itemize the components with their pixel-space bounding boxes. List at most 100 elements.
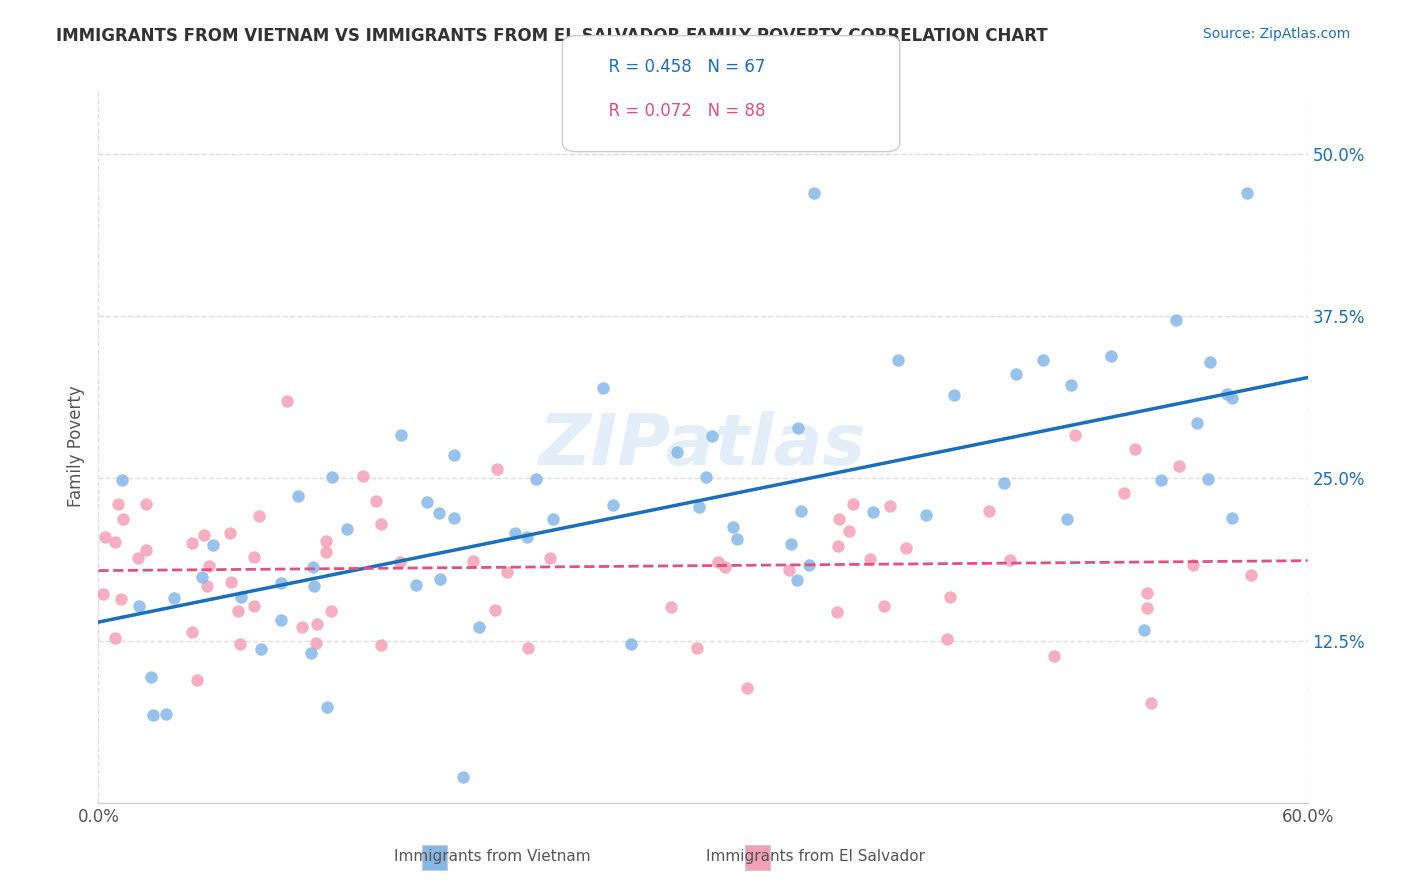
Point [486, 462, 509, 476]
Point [128, 599, 150, 614]
Point [219, 526, 242, 541]
Y-axis label: Family Poverty: Family Poverty [66, 385, 84, 507]
Point [319, 603, 342, 617]
Point [1133, 623, 1156, 637]
Point [229, 591, 252, 605]
Point [505, 525, 527, 540]
Point [1099, 349, 1122, 363]
Point [827, 539, 849, 553]
Point [1136, 601, 1159, 615]
Point [495, 565, 517, 579]
Point [517, 640, 540, 655]
Point [659, 600, 682, 615]
Point [827, 605, 849, 619]
Point [977, 504, 1000, 518]
Point [993, 475, 1015, 490]
Point [155, 707, 177, 722]
Point [94, 531, 117, 545]
Point [352, 468, 374, 483]
Point [193, 528, 215, 542]
Point [389, 428, 412, 442]
Point [110, 591, 132, 606]
Point [666, 444, 689, 458]
Point [291, 620, 314, 634]
Point [315, 534, 337, 549]
Point [887, 353, 910, 368]
Point [305, 635, 328, 649]
Point [787, 421, 810, 435]
Point [706, 555, 728, 569]
Point [859, 551, 882, 566]
Point [1042, 649, 1064, 664]
Text: R = 0.072   N = 88: R = 0.072 N = 88 [598, 103, 765, 120]
Point [938, 590, 960, 604]
Point [1182, 558, 1205, 572]
Point [686, 640, 709, 655]
Point [689, 500, 711, 514]
Point [307, 617, 329, 632]
Point [1236, 186, 1258, 200]
Point [1063, 428, 1085, 442]
Point [370, 638, 392, 652]
Point [1197, 472, 1219, 486]
Point [186, 673, 208, 687]
Text: Source: ZipAtlas.com: Source: ZipAtlas.com [1202, 27, 1350, 41]
Point [915, 508, 938, 523]
Text: ZIPatlas: ZIPatlas [540, 411, 866, 481]
Point [1216, 386, 1239, 401]
Point [463, 554, 485, 568]
Point [304, 579, 326, 593]
Point [429, 572, 451, 586]
Point [467, 619, 489, 633]
Point [541, 512, 564, 526]
Point [180, 536, 202, 550]
Point [516, 530, 538, 544]
Point [107, 497, 129, 511]
Point [388, 555, 411, 569]
Point [1032, 352, 1054, 367]
Point [270, 575, 292, 590]
Point [1123, 442, 1146, 457]
Point [1112, 486, 1135, 500]
Point [862, 505, 884, 519]
Point [1164, 313, 1187, 327]
Point [135, 497, 157, 511]
Point [142, 707, 165, 722]
Point [1220, 511, 1243, 525]
Point [620, 637, 643, 651]
Point [786, 573, 808, 587]
Point [779, 537, 801, 551]
Point [111, 511, 134, 525]
Point [1136, 586, 1159, 600]
Point [828, 512, 851, 526]
Point [321, 470, 343, 484]
Point [700, 429, 723, 443]
Point [141, 670, 163, 684]
Point [242, 599, 264, 613]
Point [592, 381, 614, 395]
Point [195, 579, 218, 593]
Point [695, 470, 717, 484]
Point [111, 474, 134, 488]
Point [1239, 568, 1261, 582]
Point [276, 393, 298, 408]
Point [427, 506, 450, 520]
Point [1140, 696, 1163, 710]
Point [301, 560, 323, 574]
Text: Immigrants from El Salvador: Immigrants from El Salvador [706, 849, 925, 863]
Point [443, 448, 465, 462]
Text: IMMIGRANTS FROM VIETNAM VS IMMIGRANTS FROM EL SALVADOR FAMILY POVERTY CORRELATIO: IMMIGRANTS FROM VIETNAM VS IMMIGRANTS FR… [56, 27, 1047, 45]
Point [540, 550, 562, 565]
Point [721, 520, 744, 534]
Point [725, 532, 748, 546]
Point [1220, 391, 1243, 405]
Point [198, 558, 221, 573]
Point [181, 624, 204, 639]
Point [163, 591, 186, 605]
Point [998, 553, 1021, 567]
Point [803, 186, 825, 200]
Point [104, 631, 127, 645]
Point [191, 569, 214, 583]
Point [104, 535, 127, 549]
Point [841, 497, 863, 511]
